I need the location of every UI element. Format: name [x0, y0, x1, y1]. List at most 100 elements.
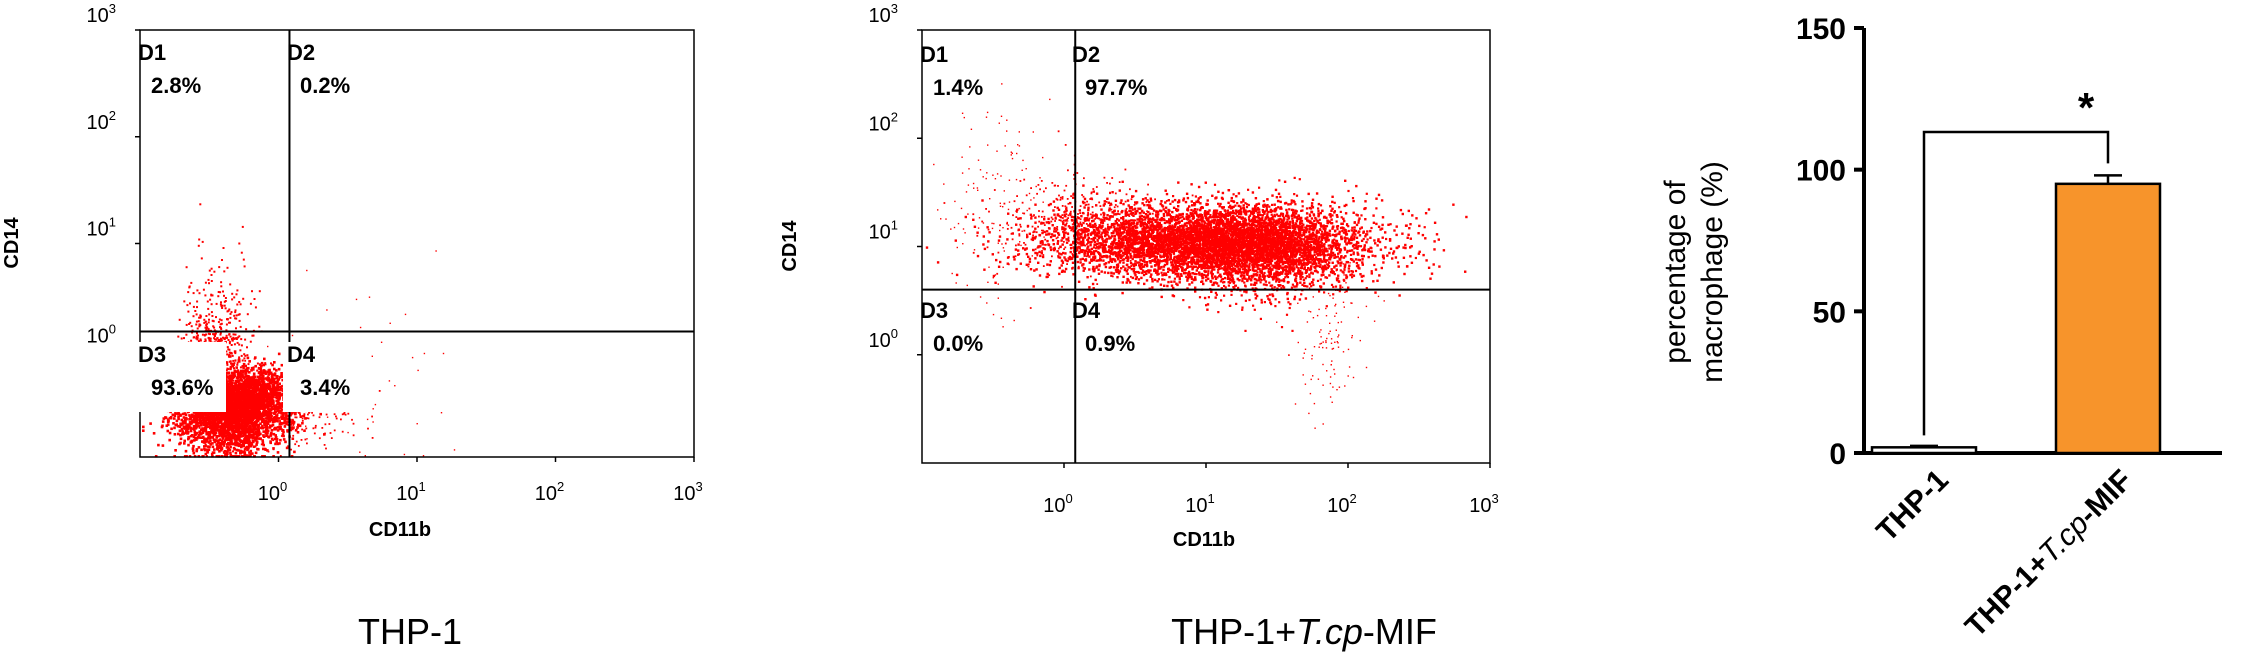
y-tick-label: 103 [87, 1, 116, 27]
scatter-point [211, 315, 213, 317]
scatter-point [243, 411, 246, 414]
scatter-point [167, 420, 170, 423]
scatter-point [250, 423, 252, 425]
scatter-point [208, 434, 210, 436]
scatter-point [250, 341, 252, 343]
scatter-point [195, 324, 197, 326]
scatter-point [200, 420, 202, 422]
scatter-point [194, 431, 197, 434]
scatter-point [254, 422, 256, 424]
scatter-point [263, 399, 266, 402]
scatter-point [239, 452, 242, 455]
scatter-point [321, 427, 323, 429]
scatter-point [335, 416, 337, 418]
scatter-point [212, 294, 214, 296]
scatter-point [203, 319, 205, 321]
scatter-point [191, 325, 193, 327]
scatter-point [228, 334, 230, 336]
y-tick-label: 100 [87, 321, 116, 347]
scatter-point [206, 422, 209, 425]
scatter-point [365, 455, 366, 456]
scatter-point [188, 414, 191, 417]
scatter-point [294, 413, 297, 416]
scatter-point [232, 450, 234, 452]
scatter-point [273, 412, 275, 414]
tick-base: 10 [87, 112, 109, 134]
scatter-point [236, 449, 239, 452]
scatter-point [215, 316, 217, 318]
scatter-point [216, 413, 219, 416]
scatter-point [271, 386, 274, 389]
scatter-point [198, 245, 200, 247]
scatter-point [277, 451, 280, 454]
scatter-point [303, 429, 306, 432]
scatter-point [280, 372, 283, 375]
scatter-point [170, 417, 173, 420]
scatter-point [273, 361, 276, 364]
scatter-point [297, 431, 300, 434]
scatter-point [186, 304, 188, 306]
scatter-point [188, 437, 191, 440]
scatter-point [254, 416, 257, 419]
scatter-point [443, 353, 444, 354]
scatter-point [234, 343, 236, 345]
scatter-point [267, 376, 270, 379]
scatter-point [237, 390, 240, 393]
tick-exponent: 2 [557, 479, 564, 494]
scatter-point [237, 371, 239, 373]
y-axis-label: CD14 [1, 217, 23, 269]
scatter-point [263, 372, 265, 374]
scatter-point [217, 448, 220, 451]
scatter-point [260, 370, 263, 373]
scatter-point [241, 407, 244, 410]
scatter-point [196, 448, 199, 451]
scatter-point [204, 335, 206, 337]
scatter-point [269, 442, 272, 445]
scatter-point [244, 339, 246, 341]
scatter-point [244, 355, 246, 357]
scatter-point [278, 353, 281, 356]
scatter-point [1164, 222, 1166, 224]
quadrant-id-d3: D3 [138, 342, 166, 367]
scatter-point [221, 323, 223, 325]
scatter-point [276, 404, 278, 406]
scatter-point [223, 270, 225, 272]
scatter-point [212, 451, 215, 454]
scatter-point [231, 384, 233, 386]
y-axis-ticks: 100101102103 [87, 1, 140, 350]
scatter-point [183, 300, 185, 302]
scatter-point [199, 292, 201, 294]
scatter-point [372, 437, 374, 439]
scatter-point [243, 432, 246, 435]
scatter-point [221, 419, 223, 421]
scatter-point [217, 337, 219, 339]
scatter-point [216, 303, 218, 305]
scatter-point [263, 380, 265, 382]
scatter-point [218, 339, 220, 341]
scatter-point [192, 445, 195, 448]
scatter-point [269, 398, 271, 400]
scatter-point [255, 446, 257, 448]
scatter-point [252, 406, 254, 408]
scatter-point [196, 289, 198, 291]
scatter-point [230, 440, 233, 443]
scatter-point [200, 449, 203, 452]
scatter-point [224, 338, 226, 340]
quadrant-id-d4: D4 [287, 342, 316, 367]
scatter-point [261, 362, 264, 365]
scatter-point [311, 412, 313, 414]
scatter-point [190, 340, 192, 342]
scatter-point [234, 413, 237, 416]
scatter-point [340, 419, 342, 421]
scatter-point [241, 444, 244, 447]
scatter-point [233, 387, 235, 389]
scatter-point [212, 430, 215, 433]
scatter-point [281, 435, 283, 437]
scatter-point [245, 440, 248, 443]
scatter-point [236, 304, 238, 306]
scatter-point [213, 438, 216, 441]
scatter-point [379, 390, 381, 392]
scatter-point [262, 418, 265, 421]
scatter-point [190, 282, 192, 284]
scatter-point [233, 447, 236, 450]
